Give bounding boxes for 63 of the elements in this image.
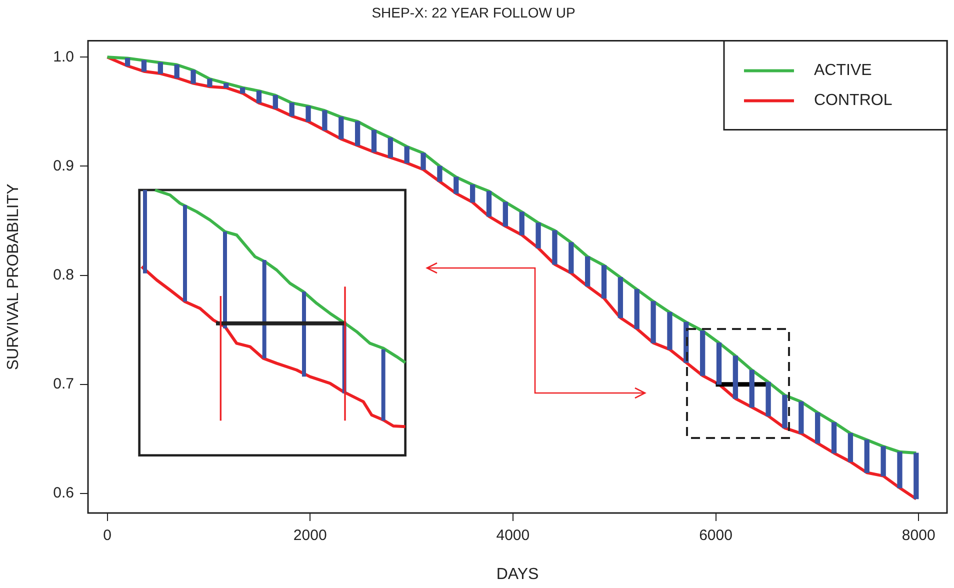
bar xyxy=(848,433,854,462)
bar xyxy=(732,356,738,399)
bar xyxy=(437,166,442,182)
x-tick-label: 4000 xyxy=(496,527,530,544)
legend-label: ACTIVE xyxy=(814,62,872,80)
bar xyxy=(880,446,886,476)
bar xyxy=(256,90,262,104)
y-tick-label: 0.6 xyxy=(53,484,74,502)
bar xyxy=(158,62,163,74)
bar xyxy=(568,242,574,274)
bar xyxy=(700,330,706,376)
bar xyxy=(650,301,656,344)
bar xyxy=(864,440,870,473)
y-axis-title: SURVIVAL PROBABILITY xyxy=(5,183,22,370)
bar xyxy=(354,121,360,146)
bar xyxy=(519,212,524,236)
bar xyxy=(782,394,788,428)
bar xyxy=(207,78,212,87)
y-tick-label: 0.8 xyxy=(53,266,74,284)
bar xyxy=(502,202,508,227)
bar xyxy=(552,230,558,265)
bar xyxy=(618,277,624,318)
bar xyxy=(667,312,672,350)
bar xyxy=(766,382,771,416)
bar xyxy=(240,87,246,94)
x-axis-title: DAYS xyxy=(496,566,539,583)
bar xyxy=(420,152,426,170)
x-tick-label: 0 xyxy=(103,527,112,544)
bar xyxy=(224,83,229,88)
bar xyxy=(634,289,640,330)
y-tick-label: 1.0 xyxy=(53,48,74,66)
bar xyxy=(897,452,902,488)
y-tick-label: 0.9 xyxy=(53,157,74,174)
bar xyxy=(914,452,919,500)
bar xyxy=(536,222,541,248)
bar xyxy=(190,70,196,84)
bar xyxy=(716,342,722,385)
bar xyxy=(486,190,492,217)
x-tick-label: 8000 xyxy=(902,527,936,544)
bar xyxy=(601,265,607,298)
bar xyxy=(388,138,394,158)
bar xyxy=(371,130,377,152)
bar xyxy=(815,412,820,444)
legend-label: CONTROL xyxy=(814,92,892,110)
bar xyxy=(338,116,344,140)
bar xyxy=(124,58,130,66)
bar xyxy=(404,146,410,164)
bar xyxy=(174,64,180,78)
bar xyxy=(141,60,147,72)
bar xyxy=(454,176,459,194)
bar xyxy=(306,106,311,122)
bar xyxy=(470,184,476,203)
bar xyxy=(798,401,804,434)
y-tick-label: 0.7 xyxy=(53,375,74,392)
bar xyxy=(585,256,590,286)
bar xyxy=(289,102,294,116)
bar xyxy=(749,370,754,408)
bar xyxy=(831,422,837,454)
chart-title: SHEP-X: 22 YEAR FOLLOW UP xyxy=(372,4,576,20)
bar xyxy=(272,94,278,109)
x-tick-label: 6000 xyxy=(699,527,732,544)
x-tick-label: 2000 xyxy=(293,527,327,544)
bar xyxy=(322,110,328,131)
